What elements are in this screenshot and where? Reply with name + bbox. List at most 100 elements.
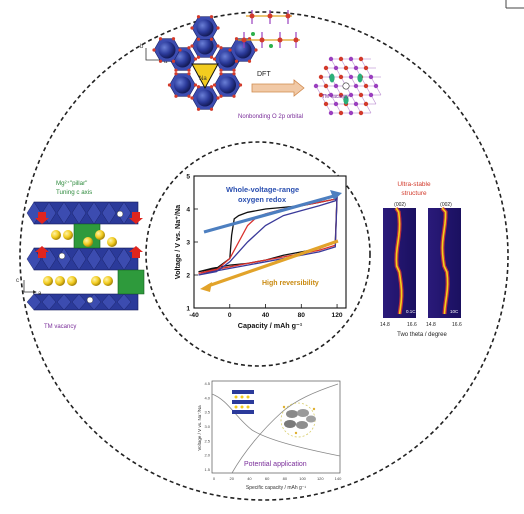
lattice-atom: [323, 101, 329, 107]
xrd-peak-trace-0: [395, 207, 403, 315]
slab-octahedron: [101, 293, 117, 311]
honeycomb-structure: [152, 15, 258, 111]
oxygen-3-0: [193, 57, 198, 61]
xrd-tick-right-max: 16.6: [452, 322, 462, 328]
bottom-panel: 0 20 40 60 80 100 120 1404.54.03.53.02.52.01.5 …: [197, 380, 342, 491]
oxygen-7-3: [152, 48, 156, 52]
app-x-tick: 60: [265, 476, 270, 481]
inner-dashed-circle: [145, 141, 371, 367]
app-y-tick: 3.0: [204, 424, 210, 429]
sodium-ion-5: [43, 276, 53, 286]
oxygen-2-2: [174, 94, 178, 98]
oxygen-2-4: [174, 72, 178, 76]
x-tick-label: 40: [262, 312, 270, 319]
x-tick-label: 80: [298, 312, 306, 319]
sodium-ion-8: [91, 276, 101, 286]
oxygen-redox-arrow-shaft: [203, 194, 335, 234]
oxygen-1-3: [190, 96, 194, 100]
slab-octahedron: [116, 201, 132, 225]
oxygen-0-5: [232, 72, 236, 76]
transition-metal-8: [234, 41, 252, 59]
vacancy-site: [342, 82, 350, 90]
gears-icon: [280, 402, 316, 438]
lattice-atom: [353, 65, 359, 71]
oxygen-1-0: [216, 96, 220, 100]
left-panel: Mg²⁺"pillar" Tuning c axis c a TM vacanc…: [16, 180, 145, 330]
orbital-fragment-2: [238, 32, 300, 48]
axis-a-label: a: [164, 59, 168, 65]
transition-metal-0: [219, 76, 237, 94]
x-tick-label: 0: [228, 312, 232, 319]
xrd-tick-left-max: 16.6: [407, 322, 417, 328]
transition-metal-3: [173, 50, 191, 68]
lattice-atom: [323, 83, 329, 89]
oxygen-7-0: [178, 48, 182, 52]
axis-c-label: c: [16, 278, 19, 284]
lattice-atom: [348, 92, 354, 98]
layered-structure: [26, 201, 145, 311]
outer-dashed-circle: [19, 11, 509, 501]
oxygen-7-5: [171, 37, 176, 41]
sodium-site-triangle: [191, 63, 219, 90]
chart-annotation-reversibility: High reversibility: [262, 280, 319, 287]
app-x-tick: 100: [299, 476, 306, 481]
oxygen-8-1: [247, 59, 252, 63]
lattice-atom: [338, 92, 344, 98]
sodium-ion-7: [67, 276, 77, 286]
oxygen-4-1: [209, 55, 214, 59]
lattice-atom: [328, 56, 334, 62]
slab-octahedron: [71, 293, 87, 311]
app-y-tick: 1.5: [204, 467, 210, 472]
oxygen-8-2: [234, 59, 239, 63]
lattice-atom: [343, 65, 349, 71]
oxygen-6-2: [196, 37, 201, 41]
app-x-tick: 0: [213, 476, 216, 481]
axis-a-label-left: a: [38, 291, 42, 297]
sodium-ion-0: [51, 230, 61, 240]
oxygen-6-3: [190, 26, 194, 30]
top-panel: b a Na DFT TM vacancy Nonb: [140, 10, 382, 120]
lattice-atom: [318, 92, 324, 98]
oxygen-6-0: [216, 26, 220, 30]
chart-x-axis-label: Capacity / mAh g⁻¹: [238, 321, 303, 330]
chart-ticks: -40 0 40 80 120 1 2 3 4 5: [186, 173, 343, 319]
mg-pillar-0: [73, 223, 101, 249]
xrd-traces: [394, 206, 450, 315]
orbital-lobe-0: [329, 73, 335, 83]
transition-metal-7: [158, 41, 176, 59]
tm-vacancy-2: [116, 210, 124, 218]
lattice-atom: [333, 65, 339, 71]
lattice-atom: [363, 83, 369, 89]
lattice-atom: [333, 101, 339, 107]
oxygen-2-3: [167, 83, 172, 87]
peak-left-label: (002): [394, 202, 406, 208]
oxygen-6-1: [209, 37, 214, 41]
oxygen-7-2: [158, 59, 163, 63]
oxygen-0-1: [232, 94, 236, 98]
lattice-atom: [328, 92, 334, 98]
slab-octahedron: [26, 293, 42, 311]
app-y-tick: 2.0: [204, 453, 210, 458]
xrd-peak-trace-1: [441, 207, 449, 315]
ultra-stable-title: Ultra-stable: [397, 181, 431, 188]
oxygen-8-4: [234, 37, 239, 41]
oxygen-7-4: [158, 37, 163, 41]
lattice-atom: [363, 65, 369, 71]
oxygen-8-3: [228, 48, 232, 52]
app-y-tick: 4.0: [204, 395, 210, 400]
expansion-arrow-0: [35, 212, 49, 224]
lattice-atom: [333, 83, 339, 89]
oxygen-3-1: [187, 68, 191, 72]
lattice-atom: [338, 110, 344, 116]
chart-frame: [193, 175, 347, 309]
oxygen-8-0: [254, 48, 258, 52]
transition-metal-5: [219, 50, 237, 68]
application-plot-frame: [211, 380, 341, 474]
application-structure-inset: [232, 390, 254, 414]
slab-octahedron: [101, 247, 117, 271]
axis-indicator-top: [145, 48, 163, 62]
mg-pillar-title: Mg²⁺"pillar": [56, 180, 87, 187]
lattice-atom: [348, 110, 354, 116]
